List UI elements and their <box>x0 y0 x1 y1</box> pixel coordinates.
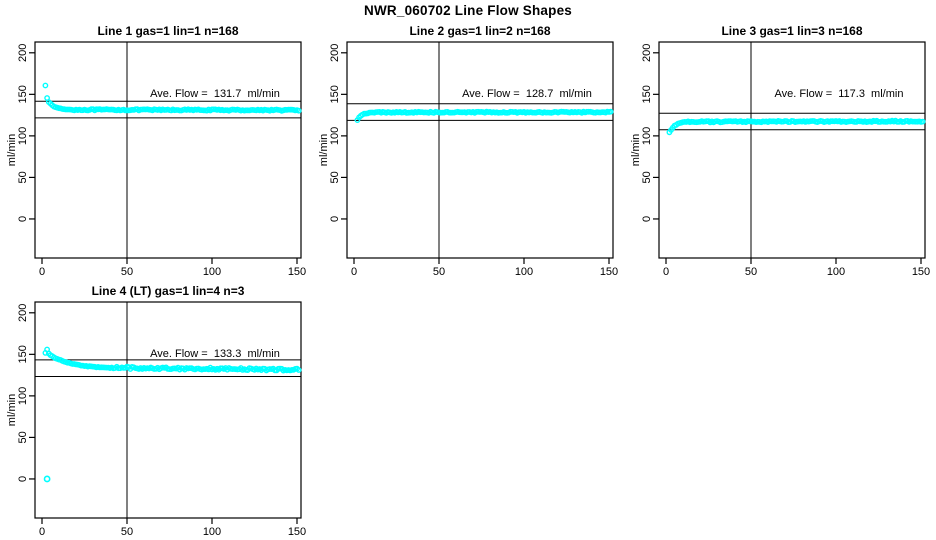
subplot-1-title: Line 1 gas=1 lin=1 n=168 <box>97 24 239 38</box>
subplot-4-annotation: Ave. Flow = 133.3 ml/min <box>150 348 280 360</box>
y-axis-tick-label: 100 <box>17 127 29 145</box>
y-axis-tick-label: 50 <box>17 431 29 443</box>
x-axis-tick-label: 150 <box>912 266 930 278</box>
x-axis-tick-label: 150 <box>288 526 306 538</box>
x-axis-tick-label: 50 <box>433 266 445 278</box>
y-axis-tick-label: 0 <box>17 476 29 482</box>
y-axis-tick-label: 200 <box>329 44 341 62</box>
subplot-4-title: Line 4 (LT) gas=1 lin=4 n=3 <box>91 284 245 298</box>
y-axis-tick-label: 150 <box>641 85 653 103</box>
plot-box <box>34 41 302 259</box>
subplot-line-2: Line 2 gas=1 lin=2 n=168 Ave. Flow = 128… <box>347 24 613 258</box>
data-point <box>295 367 302 373</box>
x-axis-tick-label: 100 <box>515 266 533 278</box>
x-axis-tick-label: 150 <box>600 266 618 278</box>
x-axis-tick-label: 50 <box>745 266 757 278</box>
subplot-4-ylabel: ml/min <box>6 393 18 427</box>
plot-box <box>346 41 614 259</box>
outlier-point <box>43 475 51 483</box>
y-axis-tick-label: 150 <box>329 85 341 103</box>
y-axis-tick-label: 150 <box>17 85 29 103</box>
x-axis-tick-label: 100 <box>203 526 221 538</box>
subplot-line-3: Line 3 gas=1 lin=3 n=168 Ave. Flow = 117… <box>659 24 925 258</box>
x-axis-tick-label: 150 <box>288 266 306 278</box>
subplot-line-1: Line 1 gas=1 lin=1 n=168 Ave. Flow = 131… <box>35 24 301 258</box>
x-axis-tick-label: 50 <box>121 526 133 538</box>
y-axis-tick-label: 200 <box>17 44 29 62</box>
subplot-3-title: Line 3 gas=1 lin=3 n=168 <box>721 24 863 38</box>
subplot-1-annotation: Ave. Flow = 131.7 ml/min <box>150 88 280 100</box>
data-point <box>295 107 302 114</box>
y-axis-tick-label: 100 <box>329 127 341 145</box>
y-axis-tick-label: 200 <box>641 44 653 62</box>
x-axis-tick-label: 100 <box>827 266 845 278</box>
y-axis-tick-label: 0 <box>329 216 341 222</box>
x-axis-tick-label: 0 <box>663 266 669 278</box>
y-axis-tick-label: 200 <box>17 304 29 322</box>
y-axis-tick-label: 50 <box>17 171 29 183</box>
x-axis-tick-label: 0 <box>39 526 45 538</box>
y-axis-tick-label: 50 <box>641 171 653 183</box>
x-axis-tick-label: 100 <box>203 266 221 278</box>
subplot-2-ylabel: ml/min <box>318 133 330 167</box>
y-axis-tick-label: 0 <box>17 216 29 222</box>
subplot-1-ylabel: ml/min <box>6 133 18 167</box>
plot-box <box>658 41 926 259</box>
data-point <box>42 82 49 89</box>
y-axis-tick-label: 50 <box>329 171 341 183</box>
x-axis-tick-label: 0 <box>351 266 357 278</box>
x-axis-tick-label: 50 <box>121 266 133 278</box>
subplot-2-annotation: Ave. Flow = 128.7 ml/min <box>462 88 592 100</box>
subplot-3-annotation: Ave. Flow = 117.3 ml/min <box>774 88 904 100</box>
subplot-3-ylabel: ml/min <box>630 133 642 167</box>
y-axis-tick-label: 100 <box>641 127 653 145</box>
x-axis-tick-label: 0 <box>39 266 45 278</box>
y-axis-tick-label: 150 <box>17 345 29 363</box>
y-axis-tick-label: 100 <box>17 387 29 405</box>
plot-box <box>34 301 302 519</box>
figure-title: NWR_060702 Line Flow Shapes <box>364 3 572 18</box>
data-point <box>919 118 926 125</box>
subplot-line-4: Line 4 (LT) gas=1 lin=4 n=3 Ave. Flow = … <box>35 284 301 518</box>
subplot-2-title: Line 2 gas=1 lin=2 n=168 <box>409 24 551 38</box>
y-axis-tick-label: 0 <box>641 216 653 222</box>
data-point <box>607 108 614 115</box>
